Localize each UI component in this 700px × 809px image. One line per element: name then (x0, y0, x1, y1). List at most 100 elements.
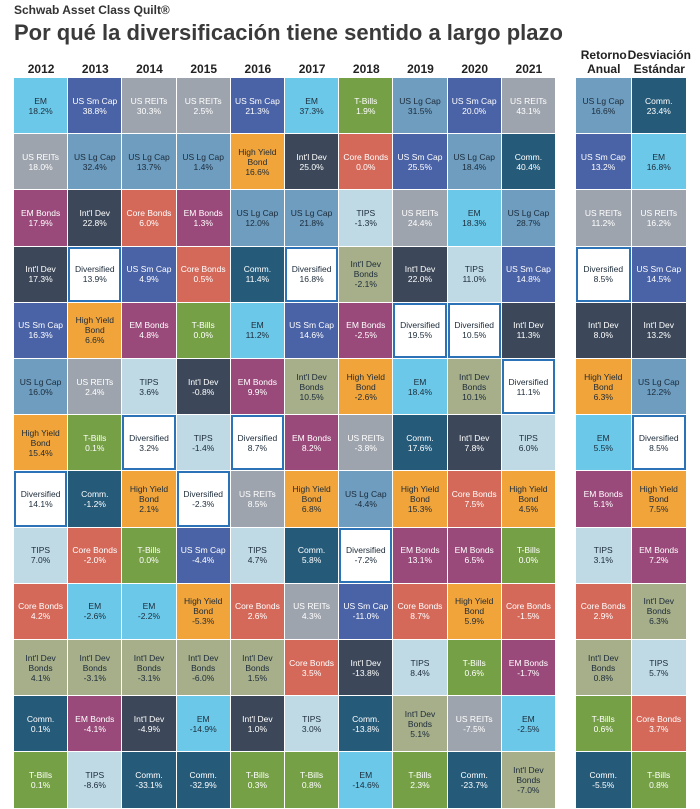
asset-return: -3.1% (137, 672, 161, 683)
asset-return: 40.4% (516, 161, 541, 172)
asset-return: 0.3% (247, 779, 268, 790)
asset-cell: Int'l Dev Bonds 10.1% (447, 359, 501, 415)
column-heading: Desviación Estándar (627, 48, 691, 76)
asset-return: 8.7% (247, 442, 268, 453)
asset-name: Int'l Dev Bonds (187, 652, 219, 673)
asset-name: High Yield Bond (455, 596, 494, 617)
asset-name: Int'l Dev (458, 432, 490, 443)
asset-return: 17.6% (407, 442, 433, 453)
asset-name: TIPS (649, 657, 669, 668)
column-heading: 2013 (81, 62, 109, 76)
asset-return: 8.7% (410, 611, 430, 622)
asset-cell: EM Bonds 5.1% (576, 471, 631, 527)
asset-return: -33.1% (135, 779, 163, 790)
asset-cell: EM -2.5% (501, 696, 555, 752)
asset-cell: Comm. -32.9% (176, 752, 230, 808)
asset-return: 0.0% (193, 330, 213, 341)
asset-name: Comm. (243, 264, 272, 275)
asset-return: 2.3% (410, 779, 430, 790)
asset-cell: Diversified 14.1% (14, 471, 68, 527)
asset-return: 1.3% (193, 217, 213, 228)
asset-return: 11.2% (591, 217, 615, 228)
asset-return: 6.8% (301, 503, 322, 514)
asset-cell: T-Bills 0.6% (447, 640, 501, 696)
asset-name: High Yield Bond (400, 483, 440, 504)
asset-return: 0.6% (593, 723, 613, 734)
asset-return: -2.3% (192, 498, 215, 509)
asset-return: 24.4% (407, 217, 433, 228)
asset-name: Int'l Dev Bonds (242, 652, 273, 673)
asset-return: 11.3% (516, 330, 541, 341)
asset-return: 20.0% (462, 105, 487, 116)
asset-cell: US Sm Cap -11.0% (339, 583, 393, 639)
asset-name: High Yield Bond (21, 427, 60, 448)
asset-name: US REITs (238, 488, 276, 499)
asset-name: EM (142, 601, 156, 612)
asset-cell: Core Bonds 0.5% (176, 246, 230, 302)
asset-return: 2.6% (247, 611, 268, 622)
asset-cell: US Lg Cap 28.7% (501, 190, 555, 246)
asset-name: T-Bills (516, 545, 540, 556)
asset-return: 0.8% (593, 672, 613, 683)
asset-name: Int'l Dev Bonds (404, 708, 436, 729)
asset-return: 18.4% (407, 386, 433, 397)
asset-cell: Int'l Dev Bonds 5.1% (393, 696, 447, 752)
asset-name: US REITs (584, 207, 622, 218)
asset-name: US Sm Cap (180, 545, 226, 556)
asset-cell: EM 16.8% (631, 134, 686, 190)
asset-cell: High Yield Bond 4.5% (501, 471, 555, 527)
asset-name: EM Bonds (291, 432, 332, 443)
asset-cell: US Sm Cap 14.5% (631, 246, 686, 302)
asset-cell: EM Bonds 1.3% (176, 190, 230, 246)
asset-cell: T-Bills 0.1% (14, 752, 68, 808)
asset-name: Int'l Dev (643, 320, 674, 331)
asset-cell: Diversified 8.5% (576, 246, 631, 302)
asset-return: 14.8% (516, 274, 541, 285)
asset-name: Core Bonds (289, 657, 335, 668)
asset-cell: US REITs -7.5% (447, 696, 501, 752)
asset-return: 14.1% (28, 498, 53, 509)
asset-return: 5.5% (593, 442, 613, 453)
asset-name: Int'l Dev Bonds (296, 371, 327, 392)
asset-return: 7.2% (649, 555, 669, 566)
asset-cell: Core Bonds 2.6% (230, 583, 284, 639)
asset-name: Int'l Dev Bonds (350, 259, 381, 280)
asset-name: High Yield Bond (346, 371, 385, 392)
asset-name: TIPS (593, 545, 613, 556)
asset-cell: Int'l Dev 7.8% (447, 415, 501, 471)
asset-cell: Comm. 11.4% (230, 246, 284, 302)
asset-return: 17.9% (28, 217, 53, 228)
asset-return: 10.5% (299, 391, 324, 402)
asset-cell: TIPS -1.3% (339, 190, 393, 246)
asset-name: US Lg Cap (507, 207, 550, 218)
asset-cell: Int'l Dev 17.3% (14, 246, 68, 302)
asset-return: 3.6% (139, 386, 159, 397)
asset-cell: High Yield Bond 6.3% (576, 359, 631, 415)
asset-cell: High Yield Bond 15.3% (393, 471, 447, 527)
asset-return: -4.4% (192, 555, 215, 566)
asset-name: US REITs (509, 95, 547, 106)
asset-name: Comm. (460, 769, 488, 780)
asset-return: 30.3% (136, 105, 162, 116)
asset-return: 1.9% (356, 105, 376, 116)
asset-cell: US Sm Cap 21.3% (230, 78, 284, 134)
asset-name: US Sm Cap (18, 320, 64, 331)
asset-name: Core Bonds (451, 488, 497, 499)
asset-return: 1.0% (247, 723, 268, 734)
asset-return: 12.2% (646, 386, 671, 397)
asset-return: 16.0% (28, 386, 53, 397)
asset-return: -4.9% (137, 723, 161, 734)
asset-name: Core Bonds (636, 713, 682, 724)
asset-name: Core Bonds (505, 601, 551, 612)
asset-name: TIPS (85, 769, 105, 780)
asset-name: US Lg Cap (128, 151, 170, 162)
asset-return: -2.5% (517, 723, 540, 734)
asset-return: 11.0% (462, 274, 486, 285)
asset-cell: TIPS 4.7% (230, 527, 284, 583)
asset-name: EM (305, 95, 318, 106)
asset-return: 14.5% (646, 274, 671, 285)
asset-return: 0.1% (85, 442, 105, 453)
asset-name: Int'l Dev Bonds (458, 371, 490, 392)
asset-return: 18.0% (28, 161, 53, 172)
asset-return: -8.6% (83, 779, 106, 790)
